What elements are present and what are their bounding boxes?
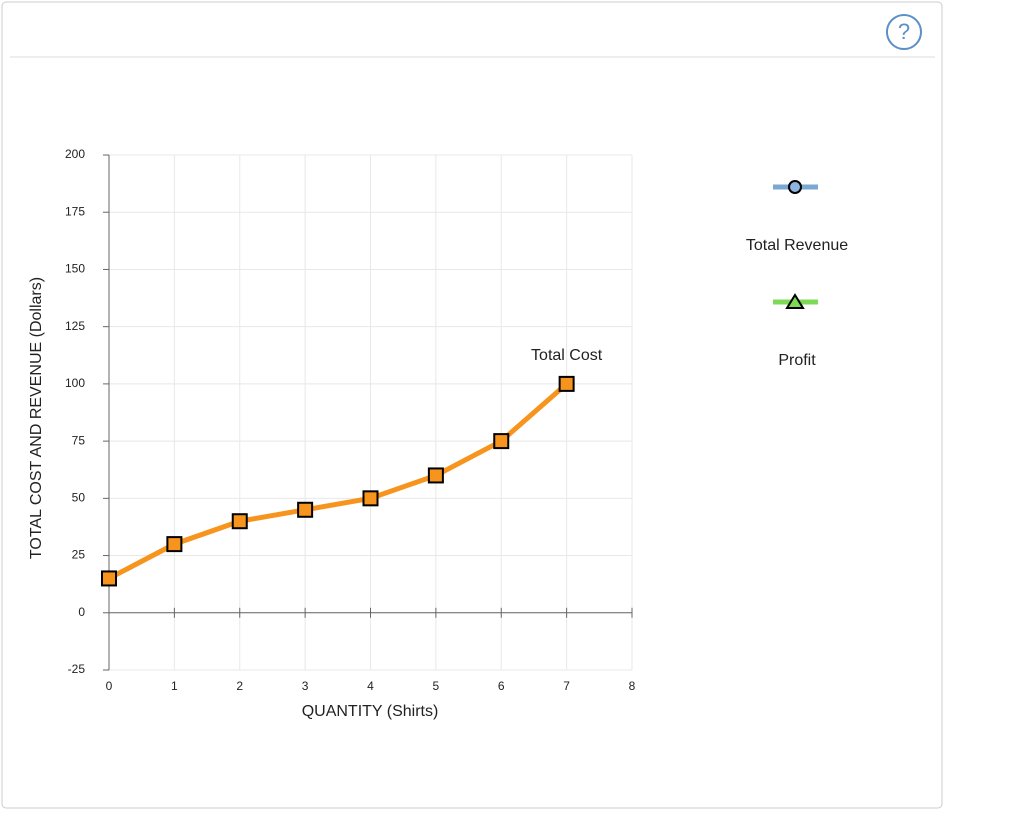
y-tick-label: 200: [65, 147, 85, 161]
y-tick-label: 150: [65, 262, 85, 276]
help-button[interactable]: ?: [886, 14, 922, 50]
y-tick-label: 50: [72, 491, 86, 505]
data-point: [493, 433, 510, 450]
data-point: [297, 501, 314, 518]
y-tick-label: 100: [65, 376, 85, 390]
legend-label: Profit: [778, 352, 816, 369]
data-point: [166, 536, 183, 553]
y-axis-label: TOTAL COST AND REVENUE (Dollars): [28, 277, 45, 559]
legend-marker: [788, 180, 802, 194]
x-tick-label: 5: [433, 679, 440, 693]
x-tick-label: 3: [302, 679, 309, 693]
x-tick-label: 0: [106, 679, 113, 693]
y-tick-label: 175: [65, 204, 85, 218]
x-tick-label: 4: [367, 679, 374, 693]
y-tick-label: 0: [78, 605, 85, 619]
data-point: [427, 467, 444, 484]
data-point: [231, 513, 248, 530]
x-tick-label: 7: [563, 679, 570, 693]
y-tick-label: -25: [68, 662, 86, 676]
y-tick-label: 25: [72, 548, 86, 562]
x-axis-label: QUANTITY (Shirts): [302, 703, 439, 720]
y-tick-label: 75: [72, 433, 86, 447]
panel: [1, 1, 943, 809]
line-series: [107, 382, 569, 581]
data-point: [558, 375, 575, 392]
help-icon[interactable]: ?: [898, 19, 910, 44]
legend-label: Total Revenue: [746, 237, 848, 254]
x-tick-label: 6: [498, 679, 505, 693]
data-point: [101, 570, 117, 587]
series-label: Total Cost: [531, 347, 603, 364]
help-circle[interactable]: [886, 14, 922, 50]
legend-marker: [785, 293, 805, 309]
x-tick-label: 1: [171, 679, 178, 693]
y-tick-label: 125: [65, 319, 85, 333]
x-tick-label: 2: [236, 679, 243, 693]
x-tick-label: 8: [629, 679, 636, 693]
data-point: [362, 490, 379, 507]
